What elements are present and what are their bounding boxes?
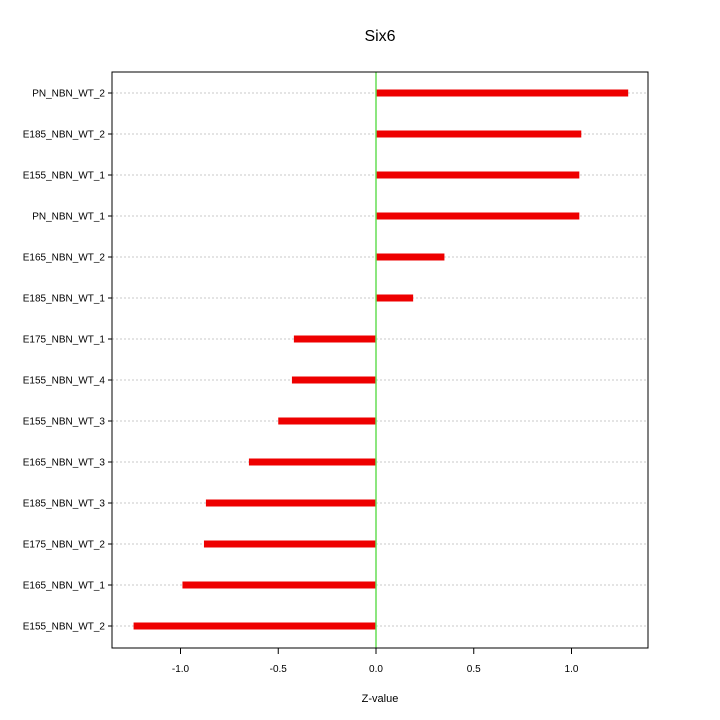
bar-E155_NBN_WT_4 (291, 376, 376, 384)
y-tick-label: E155_NBN_WT_3 (23, 417, 106, 428)
y-tick-label: E165_NBN_WT_3 (23, 458, 106, 469)
bar-E185_NBN_WT_2 (376, 130, 582, 138)
y-tick-label: E185_NBN_WT_3 (23, 499, 106, 510)
bar-E155_NBN_WT_3 (278, 417, 376, 425)
plot-frame (111, 71, 649, 649)
y-tick-label: PN_NBN_WT_1 (32, 212, 105, 223)
bar-E175_NBN_WT_2 (203, 540, 376, 548)
bar-E185_NBN_WT_1 (376, 294, 414, 302)
y-tick-labels: PN_NBN_WT_2 E185_NBN_WT_2 E155_NBN_WT_1 PN_… (23, 89, 112, 633)
chart-title: Six6 (364, 28, 395, 45)
bar-E165_NBN_WT_2 (376, 253, 445, 261)
x-tick-label: 1.0 (565, 664, 579, 675)
x-tick-label: 0.5 (467, 664, 481, 675)
bar-PN_NBN_WT_1 (376, 212, 580, 220)
x-axis-ticks: -1.0 -0.5 0.0 0.5 1.0 (172, 647, 579, 675)
x-tick-label: -1.0 (172, 664, 190, 675)
x-axis-label: Z-value (362, 693, 399, 705)
y-tick-label: E185_NBN_WT_1 (23, 294, 106, 305)
y-tick-label: PN_NBN_WT_2 (32, 89, 105, 100)
bars (133, 89, 629, 630)
y-tick-label: E155_NBN_WT_1 (23, 171, 106, 182)
y-tick-label: E175_NBN_WT_1 (23, 335, 106, 346)
y-tick-label: E185_NBN_WT_2 (23, 130, 106, 141)
bar-PN_NBN_WT_2 (376, 89, 629, 97)
y-tick-label: E155_NBN_WT_4 (23, 376, 106, 387)
x-tick-label: -0.5 (270, 664, 288, 675)
y-tick-label: E155_NBN_WT_2 (23, 622, 106, 633)
x-tick-label: 0.0 (369, 664, 383, 675)
y-tick-label: E165_NBN_WT_2 (23, 253, 106, 264)
bar-E165_NBN_WT_1 (182, 581, 376, 589)
bar-E165_NBN_WT_3 (248, 458, 376, 466)
bar-E155_NBN_WT_1 (376, 171, 580, 179)
bar-E175_NBN_WT_1 (293, 335, 376, 343)
bar-E155_NBN_WT_2 (133, 622, 376, 630)
bar-E185_NBN_WT_3 (205, 499, 376, 507)
y-tick-label: E165_NBN_WT_1 (23, 581, 106, 592)
y-tick-label: E175_NBN_WT_2 (23, 540, 106, 551)
